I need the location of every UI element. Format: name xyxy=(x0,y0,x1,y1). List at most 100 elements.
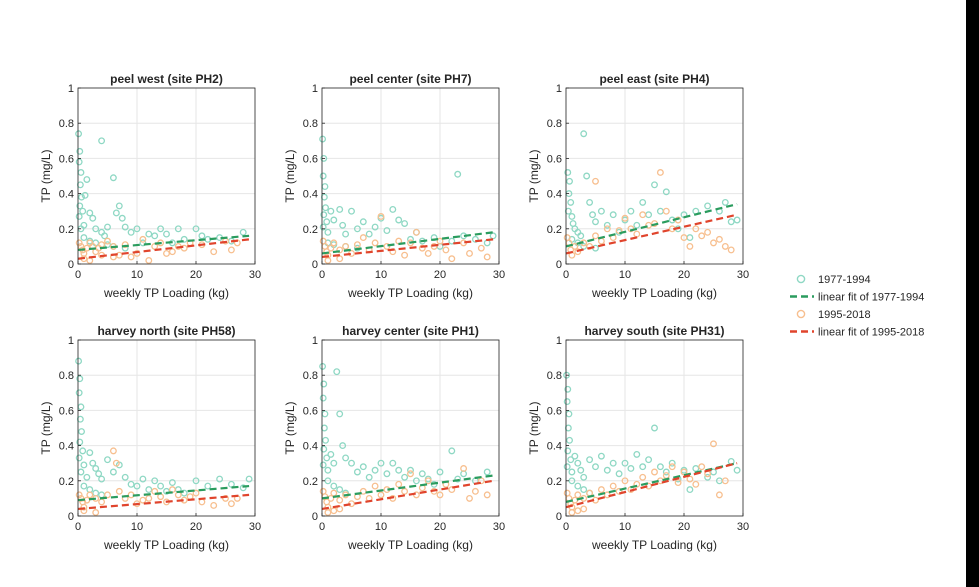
y-tick-label: 0.6 xyxy=(547,405,562,417)
marker-1995-2018 xyxy=(222,494,229,502)
marker-1977-1994 xyxy=(192,477,200,485)
y-tick-label: 0 xyxy=(68,259,74,271)
marker-1977-1994 xyxy=(95,470,103,478)
marker-1995-2018 xyxy=(442,246,450,254)
marker-1977-1994 xyxy=(615,470,623,478)
marker-1977-1994 xyxy=(686,486,694,494)
y-tick-label: 0.8 xyxy=(303,118,318,130)
marker-1977-1994 xyxy=(80,234,88,242)
marker-1977-1994 xyxy=(86,449,94,457)
marker-1977-1994 xyxy=(336,205,344,213)
marker-1995-2018 xyxy=(615,227,623,235)
marker-1977-1994 xyxy=(121,473,129,481)
marker-1977-1994 xyxy=(389,459,397,467)
marker-1977-1994 xyxy=(322,436,329,444)
marker-1977-1994 xyxy=(139,475,147,483)
x-tick-label: 30 xyxy=(737,269,749,281)
marker-1977-1994 xyxy=(568,468,576,476)
marker-1995-2018 xyxy=(418,244,426,252)
marker-1977-1994 xyxy=(330,459,338,467)
marker-1977-1994 xyxy=(204,482,212,490)
marker-1977-1994 xyxy=(323,454,331,462)
marker-1977-1994 xyxy=(704,473,712,481)
fit-line-1995-2018 xyxy=(565,213,738,255)
marker-1977-1994 xyxy=(319,461,327,469)
x-tick-label: 10 xyxy=(131,521,143,533)
marker-1995-2018 xyxy=(597,486,605,494)
marker-1977-1994 xyxy=(239,484,247,492)
y-axis-label: TP (mg/L) xyxy=(527,401,541,454)
marker-1977-1994 xyxy=(583,172,591,180)
marker-1977-1994 xyxy=(320,154,328,162)
marker-1995-2018 xyxy=(477,244,485,252)
marker-1977-1994 xyxy=(115,202,123,210)
marker-1977-1994 xyxy=(448,447,456,455)
marker-1995-2018 xyxy=(710,239,717,247)
y-tick-label: 0 xyxy=(556,511,562,523)
marker-1977-1994 xyxy=(580,473,588,481)
x-tick-label: 10 xyxy=(375,521,387,533)
panel-title: harvey north (site PH58) xyxy=(97,324,235,338)
marker-1995-2018 xyxy=(692,480,700,488)
x-axis-label: weekly TP Loading (kg) xyxy=(347,538,473,552)
marker-1995-2018 xyxy=(704,228,712,236)
marker-1977-1994 xyxy=(76,415,84,423)
marker-1977-1994 xyxy=(339,442,347,450)
marker-1977-1994 xyxy=(668,459,676,467)
y-tick-label: 0 xyxy=(312,259,318,271)
x-tick-label: 30 xyxy=(493,521,505,533)
marker-1995-2018 xyxy=(615,487,623,495)
marker-1995-2018 xyxy=(424,249,432,257)
marker-1977-1994 xyxy=(733,216,741,224)
marker-1977-1994 xyxy=(98,475,106,483)
marker-1977-1994 xyxy=(489,232,497,240)
y-tick-label: 0.4 xyxy=(547,189,562,201)
marker-1977-1994 xyxy=(710,468,717,476)
marker-1977-1994 xyxy=(76,438,84,446)
plot-area xyxy=(566,340,743,516)
marker-1995-2018 xyxy=(574,248,582,256)
panel-title: peel east (site PH4) xyxy=(599,72,709,86)
fit-line-1995-2018 xyxy=(565,462,738,509)
marker-1977-1994 xyxy=(383,470,391,478)
marker-1977-1994 xyxy=(342,230,350,238)
marker-1995-2018 xyxy=(603,225,611,233)
x-tick-label: 0 xyxy=(319,269,325,281)
marker-1977-1994 xyxy=(454,170,462,178)
x-tick-label: 20 xyxy=(190,269,202,281)
marker-1977-1994 xyxy=(320,193,328,201)
marker-1977-1994 xyxy=(564,424,572,432)
fit-line-1995-2018 xyxy=(77,493,250,511)
marker-1977-1994 xyxy=(151,477,159,485)
marker-1977-1994 xyxy=(80,461,88,469)
marker-1977-1994 xyxy=(383,227,391,235)
marker-1995-2018 xyxy=(674,479,682,487)
marker-1977-1994 xyxy=(104,456,111,464)
marker-1977-1994 xyxy=(109,174,117,182)
marker-1995-2018 xyxy=(327,244,335,252)
marker-1977-1994 xyxy=(339,221,347,229)
marker-1995-2018 xyxy=(651,468,658,476)
y-tick-label: 0.2 xyxy=(547,224,562,236)
marker-1995-2018 xyxy=(668,463,676,471)
fit-line-1977-1994 xyxy=(77,484,250,502)
x-tick-label: 0 xyxy=(75,521,81,533)
marker-1977-1994 xyxy=(662,188,670,196)
marker-1977-1994 xyxy=(157,225,165,233)
marker-1995-2018 xyxy=(145,257,153,264)
marker-1977-1994 xyxy=(436,468,444,476)
legend-label: 1995-2018 xyxy=(818,309,871,321)
marker-1995-2018 xyxy=(323,248,331,256)
marker-1995-2018 xyxy=(75,491,83,499)
marker-1977-1994 xyxy=(319,172,327,180)
marker-1977-1994 xyxy=(79,447,87,455)
marker-1995-2018 xyxy=(151,487,159,495)
marker-1977-1994 xyxy=(78,428,85,435)
marker-1977-1994 xyxy=(342,454,350,462)
marker-1977-1994 xyxy=(145,486,153,494)
marker-1995-2018 xyxy=(139,235,147,243)
panel-4: 0 10 20 30 0 0.2 0.4 0.6 0.8 1 harvey north (site … xyxy=(39,324,261,552)
axes-box xyxy=(77,339,256,517)
marker-1977-1994 xyxy=(348,459,355,467)
y-tick-label: 0.8 xyxy=(59,370,74,382)
